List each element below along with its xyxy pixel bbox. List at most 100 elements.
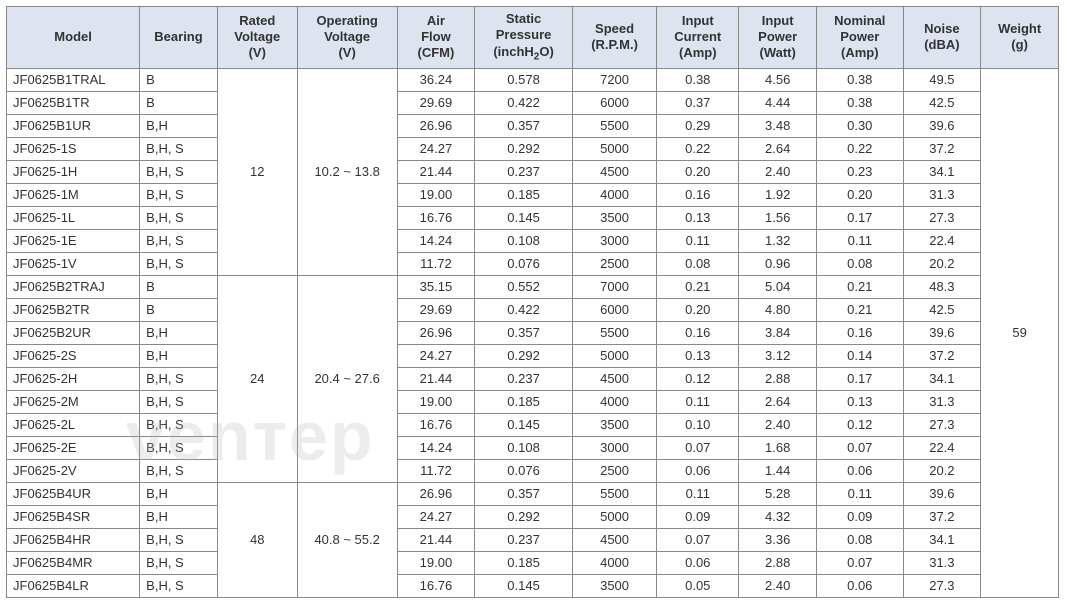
cell-nominal-power: 0.23 bbox=[817, 160, 904, 183]
cell-static-pressure: 0.145 bbox=[475, 206, 573, 229]
cell-noise: 37.2 bbox=[903, 344, 981, 367]
cell-air-flow: 21.44 bbox=[397, 528, 475, 551]
col-static-pressure: Static Pressure (inchH2O) bbox=[475, 7, 573, 69]
table-row: JF0625B4SRB,H24.270.29250000.094.320.093… bbox=[7, 505, 1059, 528]
table-body: JF0625B1TRALB1210.2 ~ 13.836.240.5787200… bbox=[7, 68, 1059, 597]
cell-noise: 42.5 bbox=[903, 298, 981, 321]
cell-nominal-power: 0.20 bbox=[817, 183, 904, 206]
cell-noise: 31.3 bbox=[903, 183, 981, 206]
cell-noise: 39.6 bbox=[903, 114, 981, 137]
cell-input-power: 2.88 bbox=[739, 367, 817, 390]
col-air-l3: (CFM) bbox=[418, 45, 455, 60]
cell-nominal-power: 0.14 bbox=[817, 344, 904, 367]
cell-bearing: B bbox=[140, 275, 218, 298]
cell-static-pressure: 0.292 bbox=[475, 505, 573, 528]
col-weight-l1: Weight bbox=[998, 21, 1041, 36]
cell-speed: 4000 bbox=[572, 551, 656, 574]
cell-input-power: 1.44 bbox=[739, 459, 817, 482]
cell-bearing: B,H, S bbox=[140, 436, 218, 459]
cell-air-flow: 36.24 bbox=[397, 68, 475, 91]
cell-input-power: 4.80 bbox=[739, 298, 817, 321]
cell-nominal-power: 0.16 bbox=[817, 321, 904, 344]
cell-air-flow: 35.15 bbox=[397, 275, 475, 298]
cell-input-current: 0.09 bbox=[657, 505, 739, 528]
cell-input-current: 0.13 bbox=[657, 206, 739, 229]
cell-air-flow: 29.69 bbox=[397, 298, 475, 321]
cell-op-voltage: 40.8 ~ 55.2 bbox=[297, 482, 397, 597]
cell-input-current: 0.11 bbox=[657, 482, 739, 505]
cell-nominal-power: 0.11 bbox=[817, 482, 904, 505]
cell-noise: 34.1 bbox=[903, 367, 981, 390]
cell-static-pressure: 0.076 bbox=[475, 459, 573, 482]
cell-input-power: 1.56 bbox=[739, 206, 817, 229]
cell-air-flow: 19.00 bbox=[397, 390, 475, 413]
cell-air-flow: 16.76 bbox=[397, 574, 475, 597]
cell-bearing: B,H bbox=[140, 505, 218, 528]
table-row: JF0625-2VB,H, S11.720.07625000.061.440.0… bbox=[7, 459, 1059, 482]
cell-air-flow: 11.72 bbox=[397, 252, 475, 275]
cell-input-current: 0.20 bbox=[657, 298, 739, 321]
cell-nominal-power: 0.21 bbox=[817, 275, 904, 298]
col-np-l2: Power bbox=[840, 29, 879, 44]
cell-nominal-power: 0.12 bbox=[817, 413, 904, 436]
cell-model: JF0625B4UR bbox=[7, 482, 140, 505]
cell-air-flow: 19.00 bbox=[397, 551, 475, 574]
col-op-voltage: Operating Voltage (V) bbox=[297, 7, 397, 69]
cell-model: JF0625B4HR bbox=[7, 528, 140, 551]
cell-input-power: 5.04 bbox=[739, 275, 817, 298]
cell-air-flow: 26.96 bbox=[397, 114, 475, 137]
table-row: JF0625-2LB,H, S16.760.14535000.102.400.1… bbox=[7, 413, 1059, 436]
cell-air-flow: 16.76 bbox=[397, 413, 475, 436]
cell-speed: 4500 bbox=[572, 367, 656, 390]
cell-input-power: 2.40 bbox=[739, 413, 817, 436]
cell-bearing: B,H, S bbox=[140, 413, 218, 436]
cell-static-pressure: 0.185 bbox=[475, 390, 573, 413]
cell-static-pressure: 0.237 bbox=[475, 160, 573, 183]
cell-speed: 4000 bbox=[572, 390, 656, 413]
cell-input-current: 0.05 bbox=[657, 574, 739, 597]
cell-bearing: B bbox=[140, 298, 218, 321]
cell-static-pressure: 0.422 bbox=[475, 91, 573, 114]
col-ic-l1: Input bbox=[682, 13, 714, 28]
cell-static-pressure: 0.237 bbox=[475, 528, 573, 551]
table-head: Model Bearing Rated Voltage (V) Operatin… bbox=[7, 7, 1059, 69]
cell-model: JF0625-1E bbox=[7, 229, 140, 252]
col-rated-l3: (V) bbox=[249, 45, 266, 60]
cell-air-flow: 19.00 bbox=[397, 183, 475, 206]
header-row: Model Bearing Rated Voltage (V) Operatin… bbox=[7, 7, 1059, 69]
cell-noise: 42.5 bbox=[903, 91, 981, 114]
table-row: JF0625-1EB,H, S14.240.10830000.111.320.1… bbox=[7, 229, 1059, 252]
cell-bearing: B,H bbox=[140, 482, 218, 505]
cell-speed: 5000 bbox=[572, 505, 656, 528]
cell-input-current: 0.11 bbox=[657, 390, 739, 413]
cell-model: JF0625-2H bbox=[7, 367, 140, 390]
cell-noise: 22.4 bbox=[903, 229, 981, 252]
col-sp-l1: Static bbox=[506, 11, 541, 26]
cell-input-current: 0.29 bbox=[657, 114, 739, 137]
cell-nominal-power: 0.17 bbox=[817, 206, 904, 229]
cell-input-power: 4.32 bbox=[739, 505, 817, 528]
cell-air-flow: 24.27 bbox=[397, 137, 475, 160]
cell-air-flow: 26.96 bbox=[397, 321, 475, 344]
cell-input-current: 0.37 bbox=[657, 91, 739, 114]
col-input-power: Input Power (Watt) bbox=[739, 7, 817, 69]
cell-static-pressure: 0.292 bbox=[475, 137, 573, 160]
cell-static-pressure: 0.108 bbox=[475, 436, 573, 459]
cell-input-current: 0.16 bbox=[657, 321, 739, 344]
cell-speed: 6000 bbox=[572, 91, 656, 114]
cell-model: JF0625-2L bbox=[7, 413, 140, 436]
col-input-current: Input Current (Amp) bbox=[657, 7, 739, 69]
cell-input-power: 1.92 bbox=[739, 183, 817, 206]
cell-model: JF0625B2UR bbox=[7, 321, 140, 344]
cell-input-current: 0.21 bbox=[657, 275, 739, 298]
cell-noise: 27.3 bbox=[903, 574, 981, 597]
cell-input-power: 1.68 bbox=[739, 436, 817, 459]
cell-bearing: B,H, S bbox=[140, 390, 218, 413]
table-row: JF0625-1MB,H, S19.000.18540000.161.920.2… bbox=[7, 183, 1059, 206]
cell-input-power: 2.88 bbox=[739, 551, 817, 574]
table-row: JF0625-1VB,H, S11.720.07625000.080.960.0… bbox=[7, 252, 1059, 275]
cell-static-pressure: 0.422 bbox=[475, 298, 573, 321]
cell-speed: 3000 bbox=[572, 436, 656, 459]
cell-static-pressure: 0.145 bbox=[475, 574, 573, 597]
col-np-l3: (Amp) bbox=[841, 45, 879, 60]
